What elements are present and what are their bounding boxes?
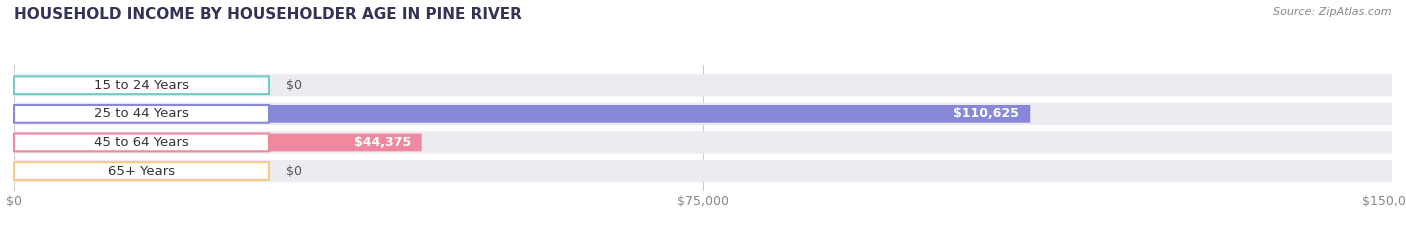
FancyBboxPatch shape xyxy=(14,74,1392,96)
FancyBboxPatch shape xyxy=(14,76,231,94)
FancyBboxPatch shape xyxy=(14,105,1031,123)
FancyBboxPatch shape xyxy=(14,103,1392,125)
Text: Source: ZipAtlas.com: Source: ZipAtlas.com xyxy=(1274,7,1392,17)
Text: HOUSEHOLD INCOME BY HOUSEHOLDER AGE IN PINE RIVER: HOUSEHOLD INCOME BY HOUSEHOLDER AGE IN P… xyxy=(14,7,522,22)
Text: $0: $0 xyxy=(285,164,301,178)
Text: 25 to 44 Years: 25 to 44 Years xyxy=(94,107,188,120)
Text: 65+ Years: 65+ Years xyxy=(108,164,176,178)
Text: $44,375: $44,375 xyxy=(353,136,411,149)
Text: 15 to 24 Years: 15 to 24 Years xyxy=(94,79,188,92)
FancyBboxPatch shape xyxy=(14,162,231,180)
FancyBboxPatch shape xyxy=(14,160,1392,182)
FancyBboxPatch shape xyxy=(14,134,269,151)
Text: 45 to 64 Years: 45 to 64 Years xyxy=(94,136,188,149)
FancyBboxPatch shape xyxy=(14,105,269,123)
Text: $110,625: $110,625 xyxy=(953,107,1019,120)
FancyBboxPatch shape xyxy=(14,162,269,180)
Text: $0: $0 xyxy=(285,79,301,92)
FancyBboxPatch shape xyxy=(14,76,269,94)
FancyBboxPatch shape xyxy=(14,131,1392,154)
FancyBboxPatch shape xyxy=(14,134,422,151)
